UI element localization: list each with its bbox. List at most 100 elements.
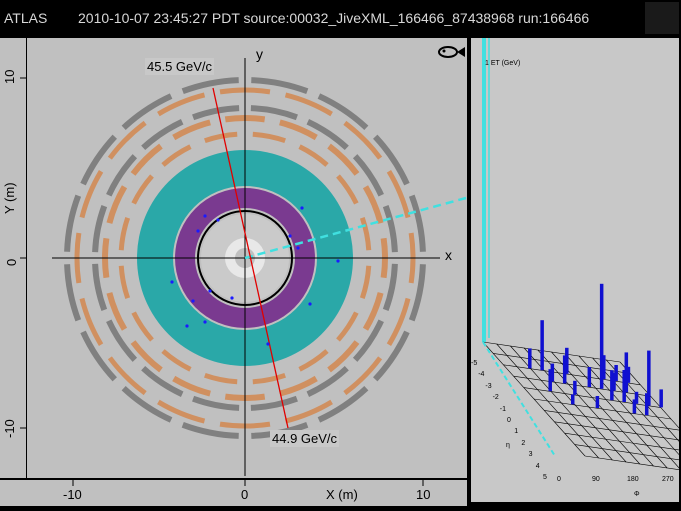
muon-chamber-segment [327, 143, 360, 176]
muon-chamber-segment [106, 185, 128, 224]
muon-chamber-segment [362, 292, 384, 331]
eta-tick: 2 [521, 439, 526, 447]
eta-tick: -1 [499, 405, 507, 413]
x-tick-0: 0 [241, 487, 249, 502]
x-axis-label: X (m) [326, 487, 358, 502]
eta-axis-label: η [506, 442, 510, 449]
et-tower [587, 367, 592, 387]
muon-chamber-segment [161, 144, 192, 167]
muon-chamber-segment [118, 217, 131, 251]
et-tower [548, 369, 552, 392]
lego-axis-title: 1 ET (GeV) [485, 60, 521, 67]
eta-tick: 3 [528, 451, 533, 459]
et-tower [595, 396, 600, 408]
muon-chamber-segment [251, 77, 309, 95]
et-towers [528, 283, 663, 416]
muon-chamber-segment [172, 119, 211, 141]
eta-tick: -3 [485, 382, 492, 390]
y-tick-minus10: -10 [2, 419, 17, 438]
et-tower [644, 393, 649, 416]
x-tick-10: 10 [416, 487, 431, 502]
hit-point [216, 218, 220, 222]
corner-block [645, 2, 679, 34]
hit-point [196, 229, 200, 233]
hit-point [288, 234, 292, 238]
muon-chamber-segment [172, 375, 211, 397]
x-tick-minus10: -10 [63, 487, 82, 502]
xy-view-canvas[interactable] [0, 36, 470, 506]
hit-point [296, 246, 300, 250]
eta-tick: 4 [535, 462, 540, 470]
muon-chamber-segment [382, 205, 398, 253]
muon-chamber-segment [298, 144, 329, 167]
muon-chamber-segment [79, 297, 104, 346]
muon-chamber-segment [373, 330, 410, 382]
muon-chamber-segment [141, 119, 184, 151]
phi-axis-label: Φ [634, 491, 640, 498]
y-axis-letter: y [256, 46, 263, 62]
track-bottom-label: 44.9 GeV/c [270, 430, 340, 447]
lego-view[interactable]: 1 ET (GeV) -5 -4 -3 -2 -1 0 1 2 3 4 5 0 90 180 270 η … [471, 38, 681, 502]
muon-chamber-segment [80, 330, 117, 382]
muon-chamber-segment [359, 217, 372, 251]
eta-tick: -2 [492, 394, 499, 402]
eta-tick: 5 [543, 474, 547, 481]
muon-chamber-segment [279, 375, 318, 397]
muon-chamber-segment [131, 174, 154, 205]
muon-chamber-segment [130, 143, 163, 176]
hit-point [191, 299, 195, 303]
muon-chamber-segment [192, 395, 240, 411]
hit-point [185, 324, 189, 328]
hit-point [170, 280, 174, 284]
et-tower [647, 350, 651, 406]
muon-chamber-segment [107, 120, 147, 160]
et-tower [659, 389, 663, 408]
muon-chamber-segment [382, 263, 398, 311]
atlas-fish-icon[interactable] [438, 46, 465, 58]
muon-chamber-segment [250, 105, 298, 121]
hit-point [203, 320, 207, 324]
muon-chamber-segment [284, 92, 333, 117]
y-tick-10: 10 [2, 69, 17, 84]
et-tower [540, 320, 544, 371]
muon-chamber-segment [64, 264, 82, 322]
eta-tick: -5 [471, 360, 478, 367]
muon-chamber-segment [80, 134, 117, 186]
eta-tick: -4 [478, 371, 485, 379]
muon-chamber-segment [92, 205, 108, 253]
muon-chamber-segment [107, 356, 147, 396]
muon-chamber-segment [359, 265, 372, 299]
hit-point [208, 289, 212, 293]
muon-chamber-segment [317, 93, 369, 130]
track-hits [170, 206, 340, 346]
muon-chamber-segment [279, 119, 318, 141]
muon-chamber-segment [298, 349, 329, 372]
muon-chamber-segment [252, 131, 286, 144]
muon-chamber-segment [181, 77, 239, 95]
muon-chamber-segment [64, 194, 82, 252]
muon-chamber-segment [306, 365, 349, 397]
muon-chamber-segment [204, 131, 238, 144]
et-tower [602, 355, 606, 380]
hit-point [266, 342, 270, 346]
muon-chamber-segment [121, 386, 173, 423]
muon-track [212, 87, 289, 429]
track-top-label: 45.5 GeV/c [145, 58, 215, 75]
bottom-axis-strip [0, 480, 467, 506]
hit-point [336, 259, 340, 263]
muon-chamber-segment [181, 421, 239, 439]
et-tower [634, 391, 639, 404]
muon-chamber-segment [386, 297, 411, 346]
xy-view-frame[interactable]: Y (m) X (m) x y 45.5 GeV/c 44.9 GeV/c 10… [0, 36, 470, 506]
muon-chamber-segment [306, 119, 349, 151]
muon-chamber-segment [121, 93, 173, 130]
et-tower [528, 348, 532, 369]
muon-chamber-segment [343, 120, 383, 160]
et-tower [632, 399, 637, 414]
et-tower [614, 365, 618, 381]
hit-point [300, 206, 304, 210]
muon-chamber-segment [386, 170, 411, 219]
lego-plot[interactable] [471, 38, 681, 502]
muon-chamber-segment [204, 372, 238, 385]
muon-chamber-segment [192, 105, 240, 121]
